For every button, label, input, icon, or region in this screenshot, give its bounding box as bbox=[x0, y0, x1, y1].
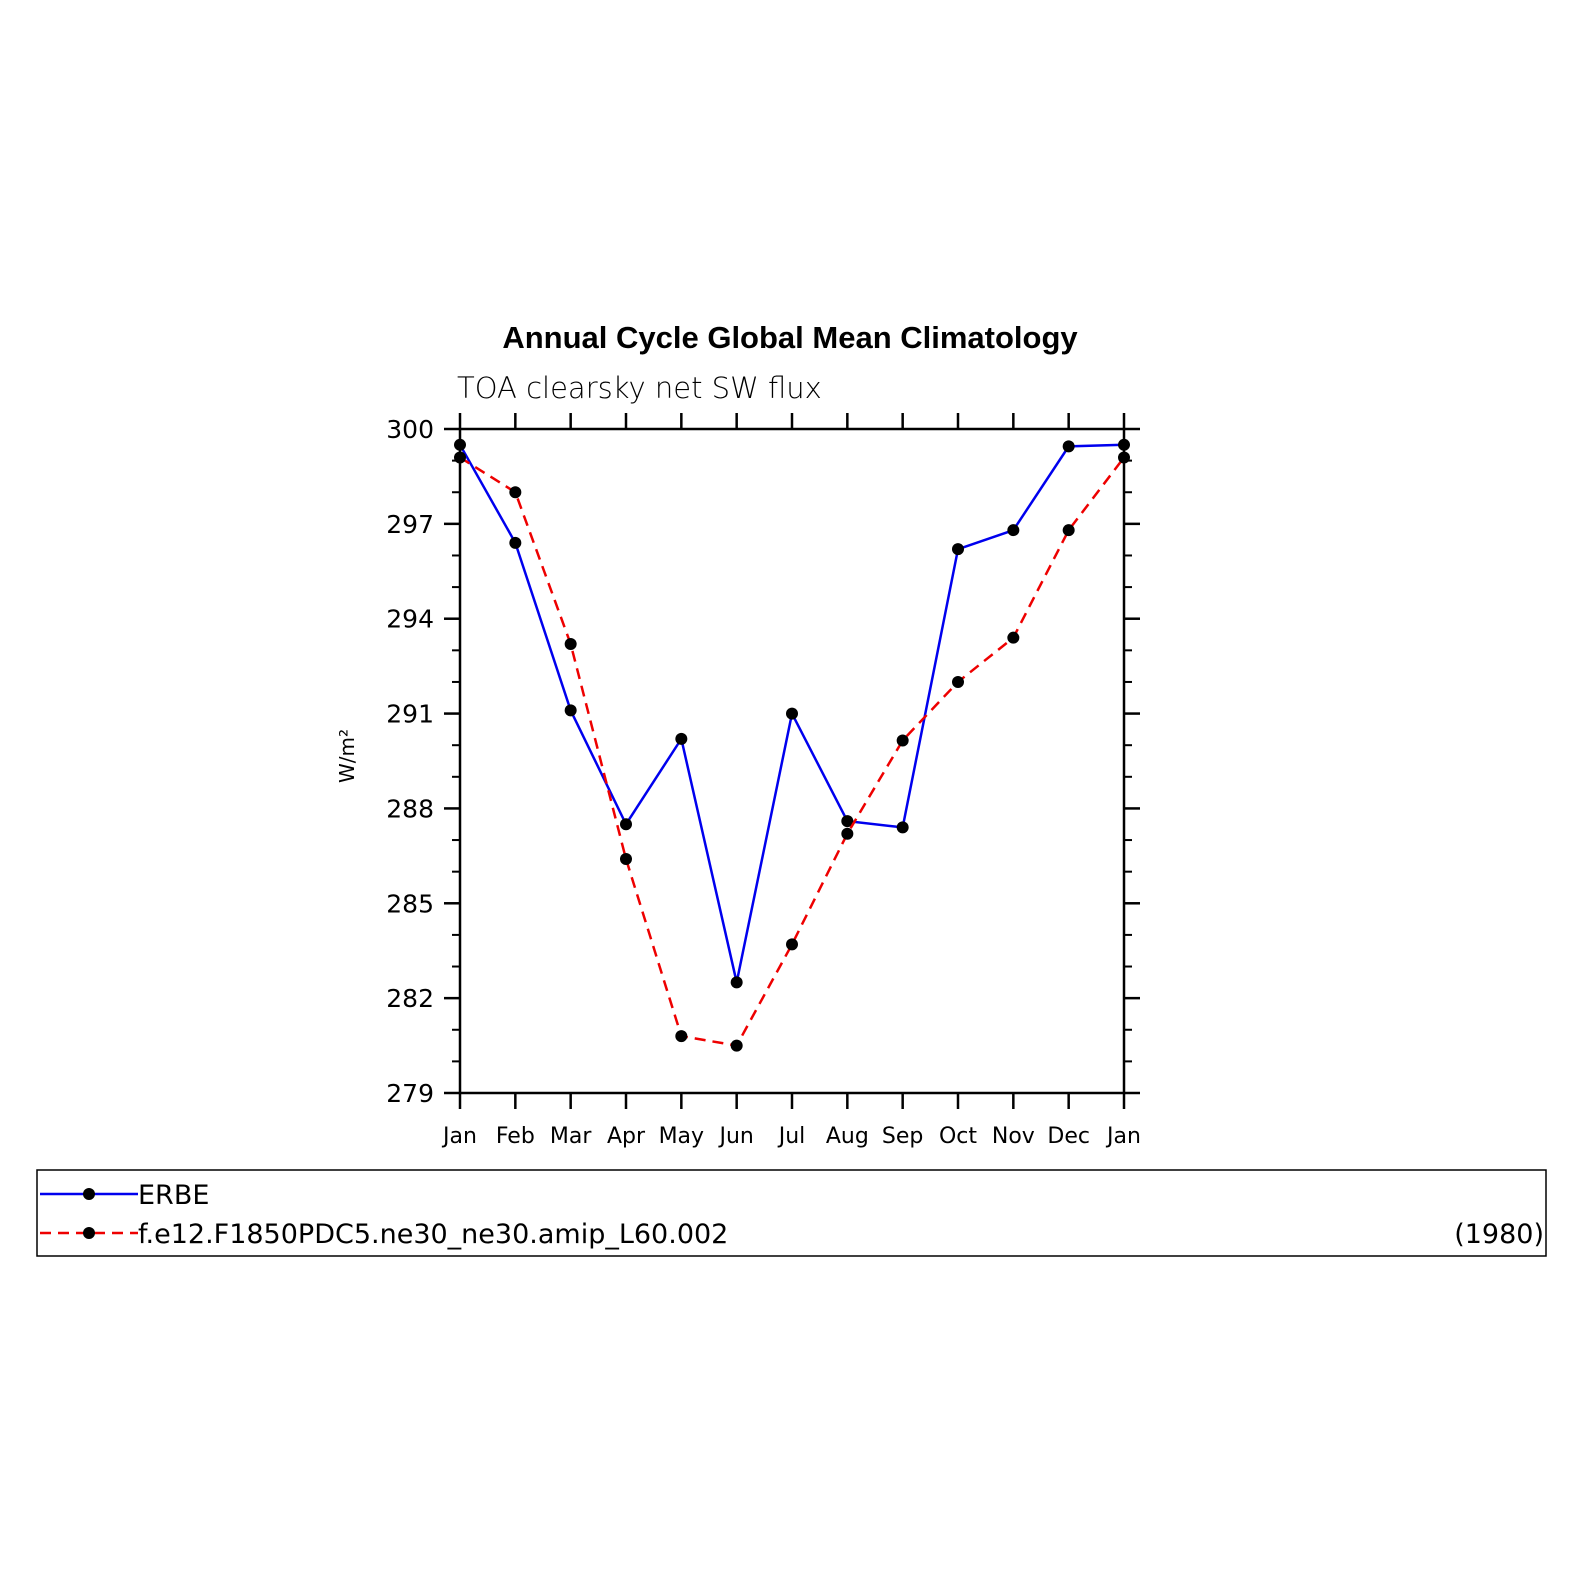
data-point bbox=[786, 707, 798, 720]
data-point bbox=[564, 638, 577, 651]
series-group bbox=[454, 438, 1130, 1052]
series-1 bbox=[454, 438, 1130, 989]
x-tick-label: Mar bbox=[550, 1124, 592, 1149]
y-tick-label: 285 bbox=[386, 889, 434, 918]
axes: 279 282 285 288 291 294 297 300 Jan Feb Mar Apr May J… bbox=[386, 413, 1141, 1149]
data-point bbox=[896, 821, 909, 834]
x-tick-label: Jan bbox=[441, 1124, 477, 1149]
x-tick-label: Nov bbox=[992, 1124, 1035, 1149]
legend-box bbox=[36, 1169, 1547, 1257]
data-point bbox=[675, 732, 688, 745]
data-point bbox=[896, 734, 909, 747]
x-tick-label: Sep bbox=[882, 1124, 923, 1149]
data-point bbox=[509, 536, 522, 549]
data-point bbox=[952, 675, 964, 688]
y-tick-label: 282 bbox=[386, 984, 434, 1013]
chart-subtitle: TOA clearsky net SW flux bbox=[457, 371, 822, 405]
data-point bbox=[564, 704, 577, 717]
x-tick-label: Jun bbox=[717, 1124, 753, 1149]
x-tick-label: Oct bbox=[939, 1124, 977, 1149]
data-point bbox=[1062, 440, 1075, 453]
y-tick-label: 300 bbox=[386, 415, 434, 444]
data-point bbox=[1118, 438, 1130, 451]
data-point bbox=[952, 543, 964, 556]
data-point bbox=[1007, 631, 1020, 644]
series-2 bbox=[454, 451, 1130, 1052]
data-point bbox=[841, 827, 854, 840]
x-tick-label: May bbox=[659, 1124, 704, 1149]
data-point bbox=[620, 818, 632, 831]
data-point bbox=[841, 815, 854, 828]
data-point bbox=[454, 438, 466, 451]
x-tick-label: Aug bbox=[826, 1124, 869, 1149]
x-tick-label: Feb bbox=[496, 1124, 535, 1149]
y-tick-label: 297 bbox=[386, 510, 434, 539]
data-point bbox=[730, 976, 743, 989]
legend-marker bbox=[83, 1188, 95, 1200]
data-point bbox=[454, 451, 466, 464]
x-tick-label: Jan bbox=[1105, 1124, 1141, 1149]
data-point bbox=[675, 1030, 688, 1043]
y-tick-label: 291 bbox=[386, 700, 434, 729]
y-tick-label: 288 bbox=[386, 794, 434, 823]
data-point bbox=[786, 938, 798, 951]
series-line bbox=[459, 456, 1125, 1047]
legend-label: ERBE bbox=[138, 1180, 209, 1211]
y-tick-label: 279 bbox=[386, 1079, 434, 1108]
legend-label: f.e12.F1850PDC5.ne30_ne30.amip_L60.002 bbox=[138, 1219, 728, 1250]
x-tick-label: Apr bbox=[607, 1124, 646, 1149]
legend-marker bbox=[83, 1227, 95, 1239]
chart-title: Annual Cycle Global Mean Climatology bbox=[502, 320, 1078, 355]
plot-frame bbox=[458, 427, 1126, 1095]
y-tick-label: 294 bbox=[386, 605, 434, 634]
x-tick-label: Jul bbox=[777, 1124, 806, 1149]
legend: ERBE f.e12.F1850PDC5.ne30_ne30.amip_L60.0… bbox=[36, 1169, 1547, 1257]
data-point bbox=[620, 853, 632, 866]
y-axis-label: W/m² bbox=[335, 729, 359, 783]
data-point bbox=[1118, 451, 1130, 464]
data-point bbox=[730, 1039, 743, 1052]
legend-note: (1980) bbox=[1454, 1219, 1544, 1250]
data-point bbox=[509, 486, 522, 499]
x-tick-label: Dec bbox=[1047, 1124, 1090, 1149]
data-point bbox=[1007, 524, 1020, 537]
data-point bbox=[1062, 524, 1075, 537]
